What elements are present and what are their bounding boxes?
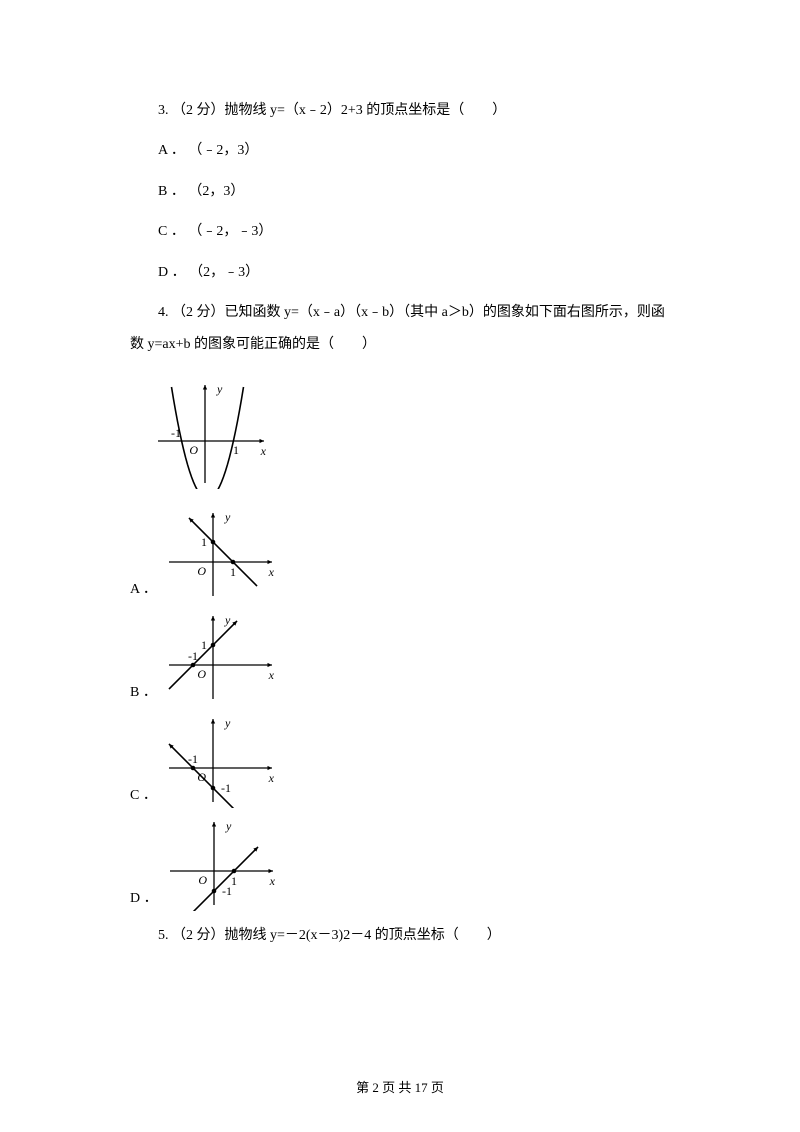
svg-text:x: x bbox=[268, 668, 275, 682]
svg-text:O: O bbox=[197, 564, 206, 578]
svg-text:1: 1 bbox=[233, 443, 239, 457]
svg-text:x: x bbox=[268, 771, 275, 785]
svg-text:1: 1 bbox=[231, 874, 237, 888]
svg-text:x: x bbox=[260, 444, 267, 458]
svg-text:y: y bbox=[216, 382, 223, 396]
parabola-icon: -1 1 y x O bbox=[150, 379, 270, 489]
q4-opt-a-row: A ． y x O 1 1 bbox=[130, 507, 685, 602]
q4-text-l2: 数 y=ax+b 的图象可能正确的是（ ） bbox=[130, 334, 685, 356]
svg-text:y: y bbox=[224, 716, 231, 730]
svg-text:y: y bbox=[224, 613, 231, 627]
svg-text:O: O bbox=[198, 873, 207, 887]
svg-text:x: x bbox=[268, 565, 275, 579]
svg-text:-1: -1 bbox=[221, 781, 231, 795]
svg-text:1: 1 bbox=[201, 638, 207, 652]
q4-opt-d-label: D ． bbox=[130, 888, 158, 910]
svg-text:-1: -1 bbox=[188, 752, 198, 766]
q3-opt-d: D ． （2，﹣3） bbox=[130, 262, 685, 284]
svg-text:y: y bbox=[224, 510, 231, 524]
q4-opt-b-label: B ． bbox=[130, 682, 157, 704]
q4-reference-graph: -1 1 y x O bbox=[150, 379, 685, 489]
page-content: 3. （2 分）抛物线 y=（x﹣2）2+3 的顶点坐标是（ ） A ． （﹣2… bbox=[0, 0, 800, 947]
q4-opt-c-label: C ． bbox=[130, 785, 157, 807]
q4-text-l1: 4. （2 分）已知函数 y=（x﹣a）（x﹣b）（其中 a＞b）的图象如下面右… bbox=[130, 302, 685, 324]
q3-opt-a: A ． （﹣2，3） bbox=[130, 140, 685, 162]
q3-text: 3. （2 分）抛物线 y=（x﹣2）2+3 的顶点坐标是（ ） bbox=[130, 100, 685, 122]
q4-opt-c-row: C ． yxO-1-1 bbox=[130, 713, 685, 808]
q4-opt-d-row: D ． yxO-11 bbox=[130, 816, 685, 911]
line-graph-c-icon: yxO-1-1 bbox=[163, 713, 278, 808]
svg-text:-1: -1 bbox=[188, 649, 198, 663]
svg-text:1: 1 bbox=[201, 535, 207, 549]
q4-opt-b-row: B ． y x O 1-1 bbox=[130, 610, 685, 705]
q3-opt-c: C ． （﹣2，﹣3） bbox=[130, 221, 685, 243]
line-graph-d-icon: yxO-11 bbox=[164, 816, 279, 911]
q3-opt-b: B ． （2，3） bbox=[130, 181, 685, 203]
line-graph-b-icon: y x O 1-1 bbox=[163, 610, 278, 705]
svg-text:O: O bbox=[197, 667, 206, 681]
line-graph-a-icon: y x O 1 1 bbox=[163, 507, 278, 602]
q5-text: 5. （2 分）抛物线 y=－2(x－3)2－4 的顶点坐标（ ） bbox=[130, 925, 685, 947]
svg-text:x: x bbox=[268, 874, 275, 888]
svg-text:O: O bbox=[189, 443, 198, 457]
q4-opt-a-label: A ． bbox=[130, 579, 157, 601]
svg-text:y: y bbox=[225, 819, 232, 833]
svg-text:1: 1 bbox=[230, 565, 236, 579]
page-footer: 第 2 页 共 17 页 bbox=[0, 1077, 800, 1096]
svg-text:-1: -1 bbox=[171, 426, 181, 440]
